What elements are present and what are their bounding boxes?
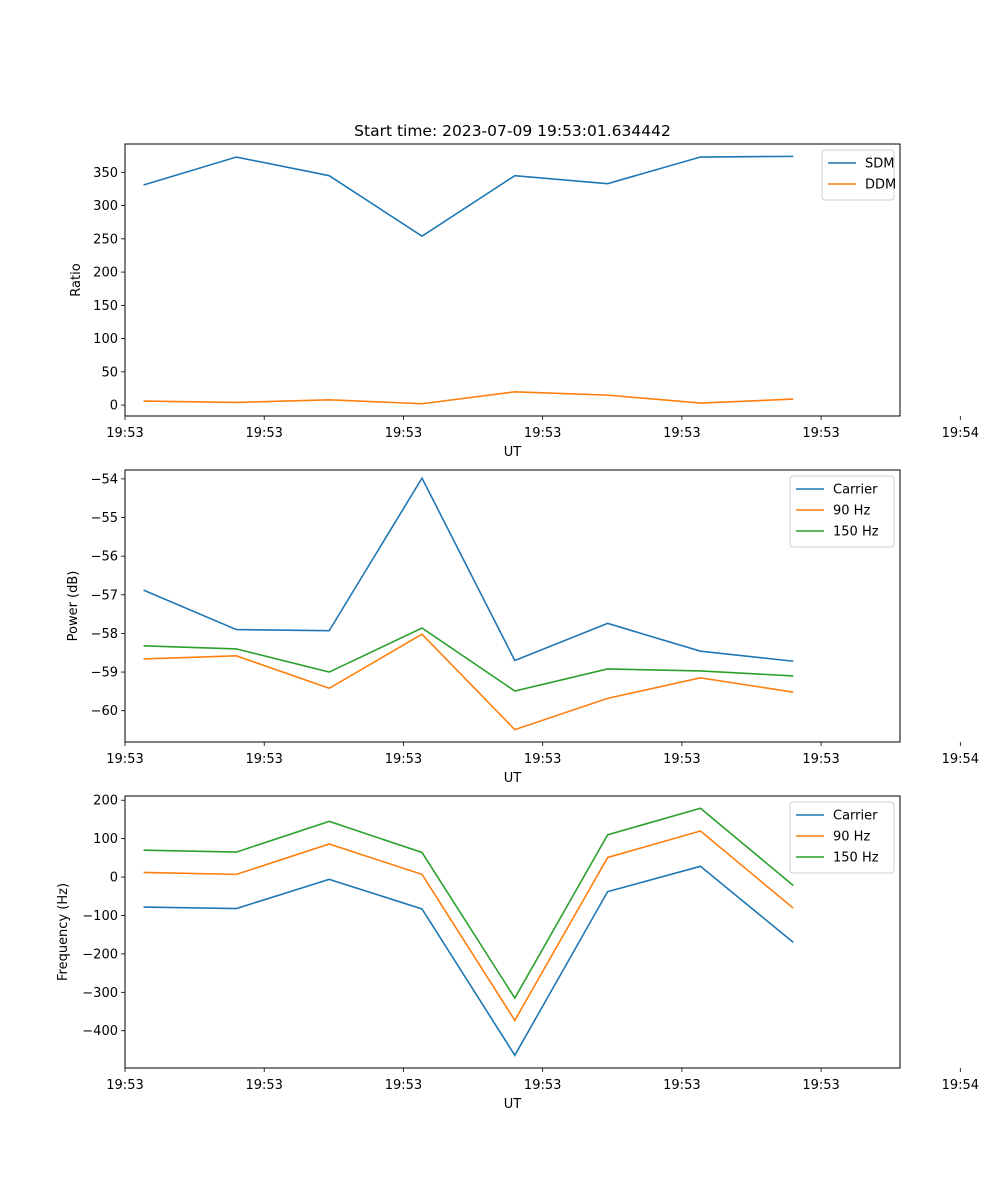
subplot-frequency: −400 −300 −200 −100 0 100 200 19:53 19:53 19:53 19…: [56, 794, 979, 1112]
series-line-90-hz: [143, 633, 794, 731]
plot-marks: −60 −59 −58 −57 −56 −55 −54 19:53 19:53 19:53 19:5…: [91, 472, 980, 767]
y-tick-label: −55: [91, 511, 118, 526]
y-tick-label: −59: [91, 666, 118, 681]
legend: Carrier 90 Hz 150 Hz: [789, 475, 895, 548]
y-axis-label: Power (dB): [66, 571, 81, 642]
y-tick-label: 350: [93, 166, 118, 181]
x-tick-label: 19:53: [663, 752, 700, 767]
x-tick-label: 19:53: [385, 752, 422, 767]
x-axis-label: UT: [504, 771, 522, 786]
series-line-carrier: [143, 865, 794, 1057]
y-tick-label: −54: [91, 472, 118, 487]
series-line-90-hz: [143, 830, 794, 1022]
y-tick-label: 50: [101, 365, 118, 380]
x-tick-label: 19:53: [245, 752, 282, 767]
y-tick-label: −100: [82, 909, 118, 924]
legend-label: DDM: [865, 178, 896, 193]
x-tick-label: 19:53: [802, 1078, 839, 1093]
x-tick-label: 19:53: [385, 1078, 422, 1093]
legend: SDM DDM: [821, 149, 896, 201]
series-line-150-hz: [143, 807, 794, 1000]
y-tick-label: 0: [110, 871, 118, 886]
plot-area: [124, 143, 901, 417]
x-tick-label: 19:54: [942, 1078, 979, 1093]
legend-label: Carrier: [833, 483, 878, 498]
y-tick-label: 100: [93, 332, 118, 347]
x-tick-label: 19:54: [942, 752, 979, 767]
x-tick-label: 19:53: [663, 426, 700, 441]
plot-area: [124, 469, 901, 743]
legend-label: 90 Hz: [833, 504, 870, 519]
legend-label: 150 Hz: [833, 525, 879, 540]
y-tick-label: −200: [82, 947, 118, 962]
y-tick-label: 150: [93, 299, 118, 314]
x-axis-label: UT: [504, 445, 522, 460]
x-tick-label: 19:53: [663, 1078, 700, 1093]
chart-title: Start time: 2023-07-09 19:53:01.634442: [354, 122, 671, 140]
legend: Carrier 90 Hz 150 Hz: [789, 801, 895, 874]
x-tick-label: 19:53: [106, 426, 143, 441]
legend-label: 90 Hz: [833, 830, 870, 845]
series-line-150-hz: [143, 627, 794, 692]
plot-area: [124, 795, 901, 1069]
legend-label: 150 Hz: [833, 851, 879, 866]
x-axis-label: UT: [504, 1097, 522, 1112]
y-tick-label: −58: [91, 627, 118, 642]
x-tick-label: 19:53: [802, 752, 839, 767]
y-tick-label: 300: [93, 199, 118, 214]
x-tick-label: 19:53: [245, 1078, 282, 1093]
subplot-power: −60 −59 −58 −57 −56 −55 −54 19:53 19:53 19:53 19:5…: [66, 469, 980, 786]
y-tick-label: −57: [91, 588, 118, 603]
series-line-ddm: [143, 390, 794, 405]
x-tick-label: 19:53: [524, 426, 561, 441]
y-tick-label: −400: [82, 1024, 118, 1039]
y-tick-label: −300: [82, 986, 118, 1001]
y-axis-label: Ratio: [69, 263, 84, 296]
y-tick-label: 0: [110, 399, 118, 414]
x-tick-label: 19:53: [106, 1078, 143, 1093]
series-line-carrier: [143, 476, 794, 663]
x-tick-label: 19:53: [524, 1078, 561, 1093]
y-axis-label: Frequency (Hz): [56, 883, 71, 981]
y-tick-label: 200: [93, 794, 118, 809]
subplot-ratio: Start time: 2023-07-09 19:53:01.634442 0…: [69, 122, 979, 460]
x-tick-label: 19:53: [802, 426, 839, 441]
series-line-sdm: [143, 155, 794, 238]
x-tick-label: 19:53: [524, 752, 561, 767]
x-tick-label: 19:53: [245, 426, 282, 441]
y-tick-label: −60: [91, 704, 118, 719]
x-tick-label: 19:53: [106, 752, 143, 767]
legend-label: Carrier: [833, 809, 878, 824]
plot-marks: 0 50 100 150 200 250 300 350 19:53 19:53 19:53 19:5…: [93, 149, 979, 441]
plot-marks: −400 −300 −200 −100 0 100 200 19:53 19:53 19:53 19…: [82, 794, 979, 1093]
x-tick-label: 19:53: [385, 426, 422, 441]
y-tick-label: −56: [91, 550, 118, 565]
legend-label: SDM: [865, 157, 894, 172]
legend-box: [789, 475, 895, 548]
legend-box: [789, 801, 895, 874]
y-tick-label: 100: [93, 832, 118, 847]
x-tick-label: 19:54: [942, 426, 979, 441]
y-tick-label: 250: [93, 232, 118, 247]
y-tick-label: 200: [93, 266, 118, 281]
